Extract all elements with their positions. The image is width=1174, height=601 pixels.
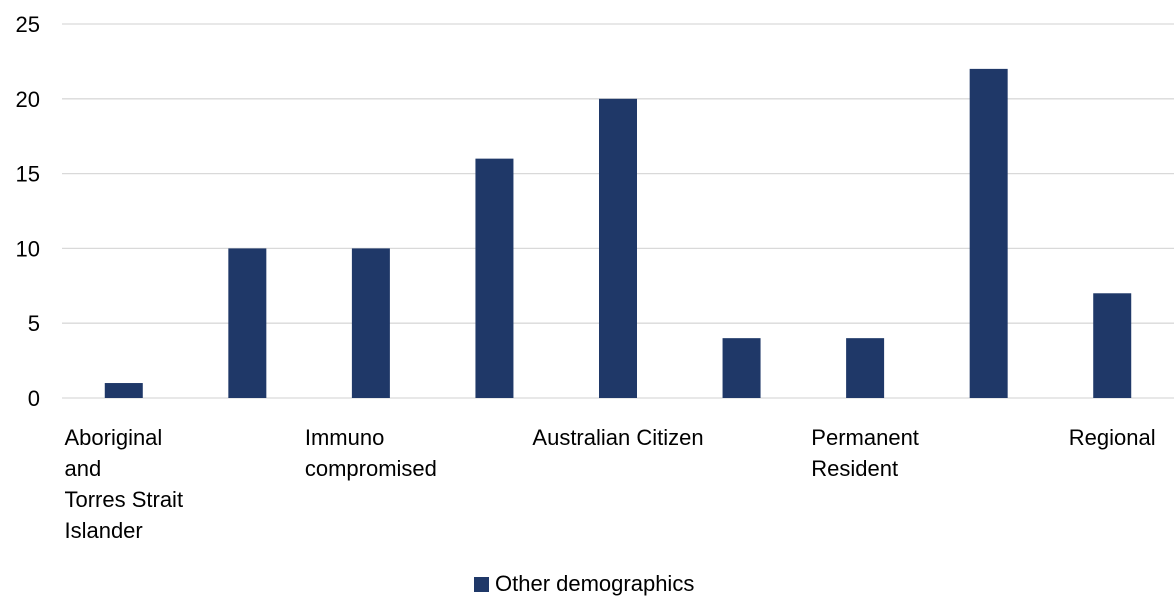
y-tick-label: 25: [16, 12, 40, 37]
x-tick-label-line: Torres Strait: [64, 487, 183, 512]
x-tick-label-line: compromised: [305, 456, 437, 481]
x-tick-label-line: Australian Citizen: [532, 425, 703, 450]
bar: [228, 248, 267, 398]
legend: Other demographics: [474, 571, 694, 596]
bar: [351, 248, 390, 398]
x-tick-label: Permanent Resident: [811, 425, 919, 481]
bar: [104, 383, 143, 398]
x-tick-label: Aboriginal and Torres Strait Islander: [64, 425, 183, 543]
y-axis-tick-labels: 0 5 10 15 20 25: [16, 12, 40, 411]
legend-swatch: [474, 577, 489, 592]
y-tick-label: 5: [28, 311, 40, 336]
x-tick-label-line: and: [64, 456, 101, 481]
x-tick-label-line: Resident: [811, 456, 898, 481]
x-tick-label-line: Permanent: [811, 425, 919, 450]
bar: [1093, 293, 1132, 398]
x-tick-label-line: Regional: [1069, 425, 1156, 450]
bar: [599, 98, 637, 399]
x-tick-label: Immuno compromised: [305, 425, 437, 481]
bar: [969, 68, 1008, 398]
bar: [475, 158, 514, 398]
x-tick-label: Regional: [1069, 425, 1156, 450]
y-tick-label: 20: [16, 87, 40, 112]
bars: [104, 68, 1132, 399]
x-tick-label-line: Immuno: [305, 425, 384, 450]
y-tick-label: 10: [16, 236, 40, 261]
x-tick-label-line: Islander: [64, 518, 142, 543]
y-tick-label: 15: [16, 162, 40, 187]
y-tick-label: 0: [28, 386, 40, 411]
bar: [846, 338, 885, 398]
x-axis-category-labels: Aboriginal and Torres Strait Islander Immuno…: [64, 425, 1155, 543]
legend-label: Other demographics: [495, 571, 694, 596]
x-tick-label: Australian Citizen: [532, 425, 703, 450]
bar: [722, 338, 761, 398]
x-tick-label-line: Aboriginal: [64, 425, 162, 450]
